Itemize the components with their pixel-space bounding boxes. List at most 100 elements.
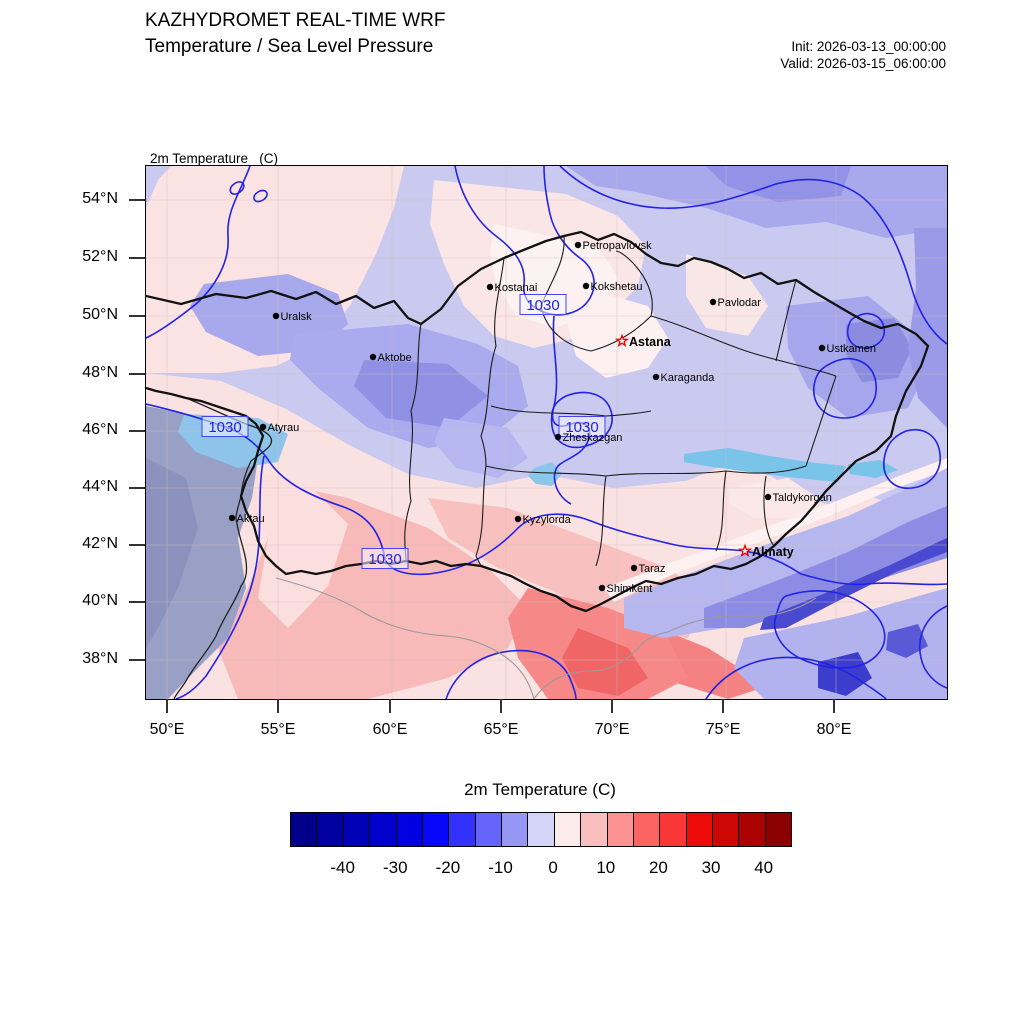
- colorbar-cell: [713, 813, 740, 846]
- city-label: Karaganda: [661, 372, 716, 384]
- city-marker-karaganda: Karaganda: [652, 372, 716, 384]
- city-label: Uralsk: [281, 311, 313, 323]
- city-marker-aktau: Aktau: [228, 513, 265, 525]
- colorbar-cell: [291, 813, 318, 846]
- plot-title: KAZHYDROMET REAL-TIME WRF Temperature / …: [145, 8, 446, 60]
- kazakhstan-border: [146, 230, 930, 613]
- city-label: Pavlodar: [718, 297, 762, 309]
- colorbar-cell: [554, 813, 582, 846]
- city-marker-pavlodar: Pavlodar: [709, 297, 762, 309]
- lon-tick-label: 65°E: [483, 721, 519, 738]
- city-layer: Petropavlovsk Kostanai Kokshetau Pavlodar Ur…: [228, 240, 877, 595]
- map-frame: 1030 1030 1030 1030 Petropavlovsk Kostanai Ko…: [145, 165, 948, 700]
- lat-tick-label: 38°N: [82, 650, 118, 667]
- colorbar-tick-label: -20: [435, 858, 461, 877]
- city-label: Kokshetau: [591, 281, 643, 293]
- city-dot-icon: [709, 298, 717, 306]
- colorbar-cell: [739, 813, 766, 846]
- colorbar-title: 2m Temperature (C): [464, 780, 616, 799]
- lon-tick: [611, 699, 613, 713]
- oblast-borders: [404, 235, 837, 567]
- lat-tick-label: 48°N: [82, 364, 118, 381]
- city-marker-astana: Astana: [614, 333, 672, 349]
- pressure-label: 1030: [558, 416, 606, 437]
- city-label: Petropavlovsk: [583, 240, 653, 252]
- lat-tick: [129, 373, 145, 375]
- city-label: Aktau: [237, 513, 265, 525]
- city-label: Shimkent: [607, 583, 653, 595]
- lat-tick: [129, 199, 145, 201]
- city-dot-icon: [582, 282, 590, 290]
- colorbar-cell: [370, 813, 397, 846]
- capital-star-icon: [614, 333, 630, 347]
- city-marker-kokshetau: Kokshetau: [582, 281, 643, 293]
- city-marker-uralsk: Uralsk: [272, 311, 313, 323]
- city-dot-icon: [259, 423, 267, 431]
- colorbar-cell: [343, 813, 371, 846]
- city-dot-icon: [818, 344, 826, 352]
- lon-tick: [722, 699, 724, 713]
- lon-tick-label: 60°E: [372, 721, 408, 738]
- title-line-2: Temperature / Sea Level Pressure: [145, 36, 434, 57]
- colorbar-cell: [449, 813, 476, 846]
- run-times: Init: 2026-03-13_00:00:00 Valid: 2026-03…: [780, 38, 946, 72]
- colorbar-tick-label: 10: [596, 858, 616, 877]
- city-label: Almaty: [752, 545, 794, 559]
- city-label: Ustkamen: [827, 343, 877, 355]
- lat-tick-label: 52°N: [82, 248, 118, 265]
- colorbar-cell: [317, 813, 344, 846]
- pressure-label-layer: 1030 1030 1030 1030: [201, 294, 606, 569]
- city-marker-aktobe: Aktobe: [369, 352, 412, 364]
- city-label: Atyrau: [268, 422, 300, 434]
- city-dot-icon: [598, 584, 606, 592]
- valid-time: Valid: 2026-03-15_06:00:00: [780, 56, 946, 71]
- city-marker-petropavlovsk: Petropavlovsk: [574, 240, 653, 252]
- lon-tick-label: 70°E: [594, 721, 630, 738]
- city-label: Kostanai: [495, 282, 538, 294]
- lon-tick: [500, 699, 502, 713]
- colorbar-cell: [475, 813, 502, 846]
- lat-tick: [129, 315, 145, 317]
- svg-text:1030: 1030: [368, 551, 401, 568]
- init-time: Init: 2026-03-13_00:00:00: [791, 39, 946, 54]
- svg-text:1030: 1030: [565, 419, 598, 436]
- colorbar-tick-label: 30: [701, 858, 721, 877]
- city-label: Astana: [629, 335, 672, 349]
- city-dot-icon: [514, 515, 522, 523]
- city-marker-shimkent: Shimkent: [598, 583, 653, 595]
- colorbar-cell: [765, 813, 792, 846]
- lat-tick-label: 46°N: [82, 421, 118, 438]
- graticule: [146, 166, 947, 699]
- city-marker-zheskazgan: Zheskazgan: [554, 432, 622, 444]
- city-label: Taldykorgan: [773, 492, 832, 504]
- colorbar-cell: [396, 813, 423, 846]
- colorbar-tick-label: -40: [330, 858, 355, 877]
- lon-tick: [277, 699, 279, 713]
- lat-tick-label: 50°N: [82, 306, 118, 323]
- city-dot-icon: [630, 564, 638, 572]
- colorbar-cell: [502, 813, 529, 846]
- colorbar-cell: [633, 813, 661, 846]
- city-marker-kyzylorda: Kyzylorda: [514, 514, 572, 526]
- city-dot-icon: [652, 373, 660, 381]
- city-label: Taraz: [639, 563, 666, 575]
- svg-text:1030: 1030: [526, 297, 559, 314]
- lon-tick: [166, 699, 168, 713]
- city-label: Kyzylorda: [523, 514, 572, 526]
- city-dot-icon: [554, 433, 562, 441]
- city-dot-icon: [228, 514, 236, 522]
- lat-tick-label: 42°N: [82, 535, 118, 552]
- lat-tick: [129, 601, 145, 603]
- colorbar-tick-label: 40: [754, 858, 774, 877]
- city-dot-icon: [369, 353, 377, 361]
- lat-tick: [129, 487, 145, 489]
- city-dot-icon: [574, 241, 582, 249]
- city-dot-icon: [764, 493, 772, 501]
- lat-tick: [129, 659, 145, 661]
- temperature-field: [146, 166, 947, 699]
- lon-tick-label: 55°E: [260, 721, 296, 738]
- city-marker-taraz: Taraz: [630, 563, 666, 575]
- foreign-borders: [275, 577, 817, 699]
- city-dot-icon: [272, 312, 280, 320]
- city-marker-atyrau: Atyrau: [259, 422, 300, 434]
